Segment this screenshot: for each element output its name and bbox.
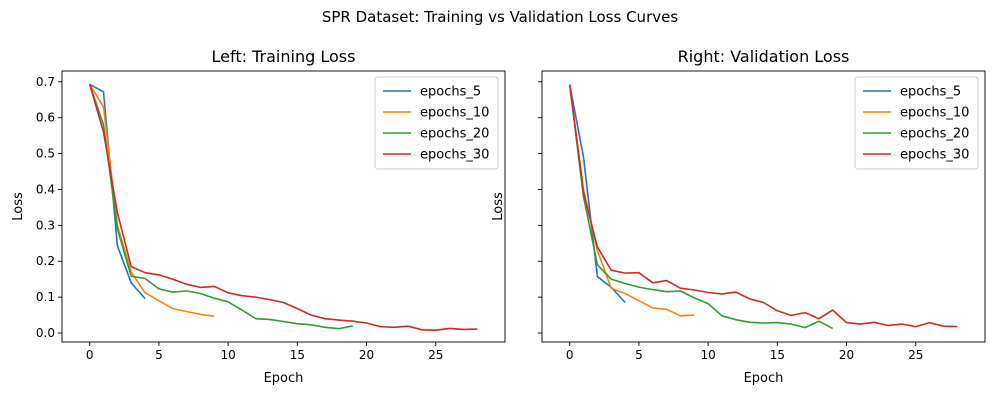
x-tick-label: 15 xyxy=(770,348,785,362)
x-tick-label: 5 xyxy=(155,348,163,362)
legend-label-epochs_30: epochs_30 xyxy=(420,148,489,163)
x-tick-label: 0 xyxy=(86,348,94,362)
y-tick-label: 0.4 xyxy=(36,182,55,196)
y-tick-label: 0.5 xyxy=(36,147,55,161)
x-tick-label: 15 xyxy=(290,348,305,362)
y-tick-label: 0.3 xyxy=(36,218,55,232)
series-line-epochs_30 xyxy=(88,84,478,332)
y-axis-label: Loss xyxy=(491,192,506,221)
x-tick-label: 10 xyxy=(700,348,715,362)
right-panel: Right: Validation Loss 0 5 10 15 20 25 Epoch Los… xyxy=(491,47,986,386)
x-tick-label: 20 xyxy=(839,348,854,362)
panel-title: Left: Training Loss xyxy=(212,47,356,66)
plot-frame xyxy=(541,70,986,343)
x-tick-label: 10 xyxy=(220,348,235,362)
legend-label-epochs_5: epochs_5 xyxy=(420,85,481,100)
y-tick-label: 0.0 xyxy=(36,326,55,340)
panel-title: Right: Validation Loss xyxy=(678,47,850,66)
y-tick-label: 0.2 xyxy=(36,254,55,268)
x-tick-label: 20 xyxy=(359,348,374,362)
x-tick-label: 25 xyxy=(908,348,923,362)
left-panel: Left: Training Loss 0 5 10 15 20 25 0.0 0.1 0.2 0.… xyxy=(11,47,506,386)
x-axis-label: Epoch xyxy=(744,371,784,386)
series-line-epochs_5 xyxy=(568,84,626,304)
legend-label-epochs_30: epochs_30 xyxy=(900,148,969,163)
legend-label-epochs_10: epochs_10 xyxy=(420,106,489,121)
x-tick-label: 0 xyxy=(566,348,574,362)
series-line-epochs_30 xyxy=(568,84,958,328)
series-line-epochs_5 xyxy=(89,83,146,300)
y-tick-label: 0.7 xyxy=(36,75,55,89)
legend-label-epochs_20: epochs_20 xyxy=(420,127,489,142)
x-axis-label: Epoch xyxy=(264,371,304,386)
y-axis-label: Loss xyxy=(11,192,26,221)
x-tick-label: 25 xyxy=(428,348,443,362)
y-tick-label: 0.6 xyxy=(36,111,55,125)
x-tick-label: 5 xyxy=(635,348,643,362)
legend-label-epochs_20: epochs_20 xyxy=(900,127,969,142)
legend-box xyxy=(854,76,979,170)
y-tick-label: 0.1 xyxy=(36,290,55,304)
series-line-epochs_10 xyxy=(89,83,215,317)
legend-label-epochs_10: epochs_10 xyxy=(900,106,969,121)
series-line-epochs_20 xyxy=(88,84,353,330)
legend-label-epochs_5: epochs_5 xyxy=(900,85,961,100)
series-line-epochs_20 xyxy=(568,84,834,330)
legend-box xyxy=(374,76,499,170)
figure-title: SPR Dataset: Training vs Validation Loss… xyxy=(322,8,678,26)
plot-frame xyxy=(61,70,506,343)
